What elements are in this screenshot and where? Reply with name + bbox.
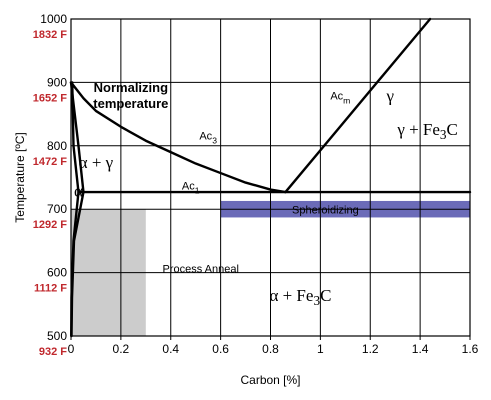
y-tick-label: 800 bbox=[47, 139, 67, 153]
x-tick-label: 0.4 bbox=[162, 342, 179, 356]
annotation-normalizing-line2: temperature bbox=[93, 96, 168, 111]
annotation-gamma: γ bbox=[385, 86, 394, 105]
annotation-alpha-fe3c: α + Fe3C bbox=[269, 286, 331, 308]
annotation-alpha-gamma: α + γ bbox=[79, 153, 114, 172]
annotation-process-anneal: Process Anneal bbox=[162, 264, 238, 276]
x-tick-label: 1.6 bbox=[462, 342, 479, 356]
tick-labels: 0 0.2 0.4 0.6 0.8 1 1.2 1.4 1.6 500 600 700 800 900 10… bbox=[13, 12, 479, 387]
x-tick-label: 0.6 bbox=[212, 342, 229, 356]
x-tick-label: 1.4 bbox=[412, 342, 429, 356]
x-tick-label: 0.2 bbox=[113, 342, 130, 356]
y-tick-label: 500 bbox=[47, 329, 67, 343]
curve-acm bbox=[284, 17, 432, 194]
annotation-alpha: α bbox=[74, 182, 83, 201]
annotation-gamma-fe3c: γ + Fe3C bbox=[396, 120, 458, 142]
y-tick-label: 900 bbox=[47, 75, 67, 89]
y-tick-label: 1000 bbox=[40, 12, 67, 26]
fahrenheit-tick-label: 1292 F bbox=[33, 219, 68, 231]
annotation-normalizing-line1: Normalizing bbox=[94, 80, 168, 95]
annotation-ac1: Ac1 bbox=[182, 181, 200, 196]
curve-ac3 bbox=[69, 81, 287, 194]
fahrenheit-tick-label: 1832 F bbox=[33, 29, 68, 41]
x-tick-label: 1 bbox=[317, 342, 324, 356]
fahrenheit-tick-label: 932 F bbox=[39, 346, 67, 358]
annotation-acm: Acm bbox=[330, 91, 350, 106]
y-tick-label: 600 bbox=[47, 266, 67, 280]
x-tick-label: 0 bbox=[68, 342, 75, 356]
annotation-ac3: Ac3 bbox=[199, 130, 217, 145]
y-axis-label: Temperature [ºC] bbox=[13, 132, 27, 222]
x-tick-label: 0.8 bbox=[262, 342, 279, 356]
fahrenheit-tick-label: 1112 F bbox=[34, 283, 67, 295]
fahrenheit-tick-label: 1472 F bbox=[33, 156, 68, 168]
y-tick-label: 700 bbox=[47, 202, 67, 216]
x-axis-label: Carbon [%] bbox=[240, 373, 300, 387]
x-tick-label: 1.2 bbox=[362, 342, 379, 356]
annotation-spheroidizing: Spheroidizing bbox=[292, 205, 359, 217]
fahrenheit-tick-label: 1652 F bbox=[33, 92, 68, 104]
